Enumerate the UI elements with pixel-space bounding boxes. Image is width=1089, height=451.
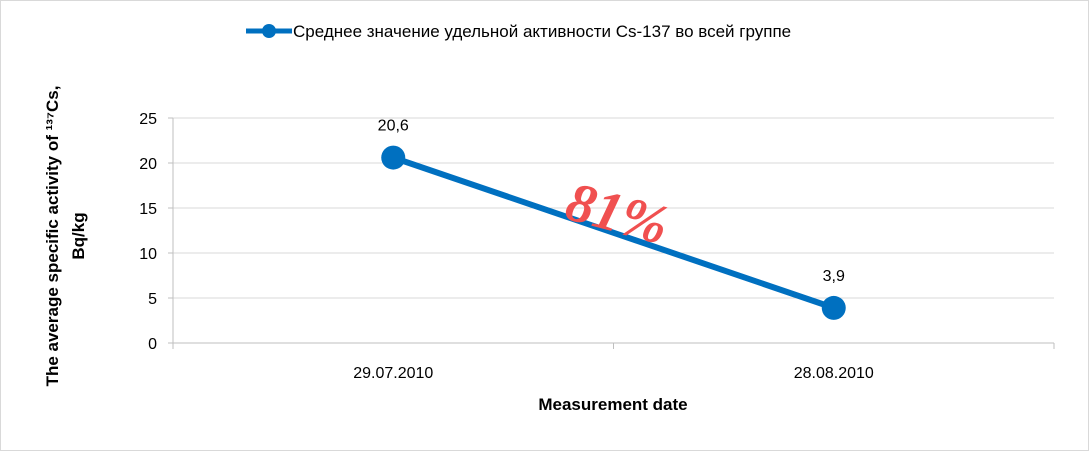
data-point xyxy=(381,145,406,170)
series-group xyxy=(381,145,846,320)
y-tick-label: 10 xyxy=(139,246,157,263)
x-tick-labels: 29.07.2010 28.08.2010 xyxy=(172,343,1055,382)
data-label: 3,9 xyxy=(823,268,845,285)
data-labels: 20,6 3,9 xyxy=(378,118,845,285)
x-tick-label: 29.07.2010 xyxy=(353,365,433,382)
series-line xyxy=(392,154,835,311)
y-tick-label: 0 xyxy=(148,336,157,353)
x-tick-label: 28.08.2010 xyxy=(794,365,874,382)
legend-marker-swatch xyxy=(262,24,276,38)
legend: Среднее значение удельной активности Cs-… xyxy=(246,22,791,41)
y-tick-label: 15 xyxy=(139,201,157,218)
y-axis-title-line2: Bq/kg xyxy=(69,212,88,259)
y-tick-label: 25 xyxy=(139,111,157,128)
data-label: 20,6 xyxy=(378,118,409,135)
y-axis-title-line1: The average specific activity of ¹³⁷Cs, xyxy=(43,86,62,387)
y-tick-label: 20 xyxy=(139,156,157,173)
data-point xyxy=(821,295,846,320)
gridlines xyxy=(168,117,1054,344)
y-tick-labels: 0 5 10 15 20 25 xyxy=(139,111,157,353)
legend-label: Среднее значение удельной активности Cs-… xyxy=(293,22,791,41)
percent-change-annotation: 81% xyxy=(560,171,675,257)
x-axis-title: Measurement date xyxy=(538,395,687,414)
y-tick-label: 5 xyxy=(148,291,157,308)
